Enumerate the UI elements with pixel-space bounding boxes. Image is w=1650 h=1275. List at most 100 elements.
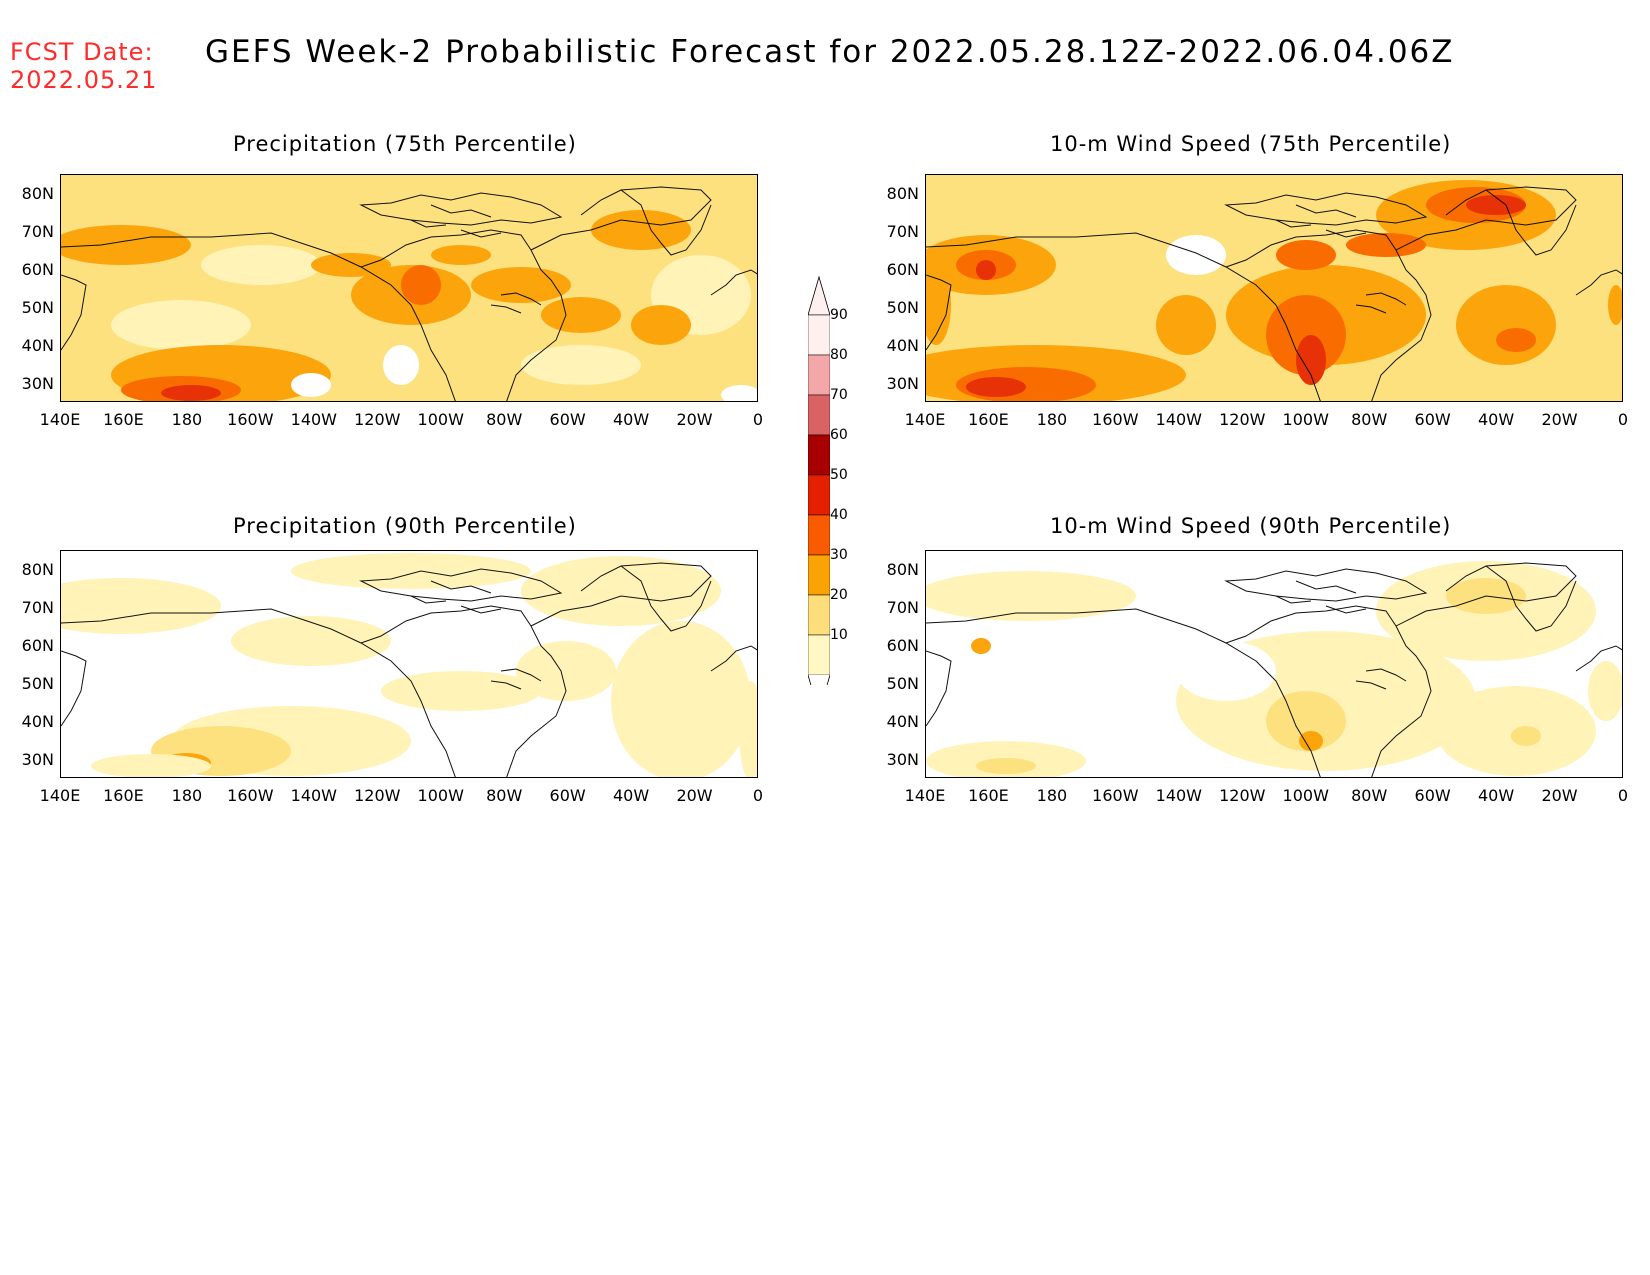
- map-precip-75: [60, 174, 758, 402]
- coastline: [620, 565, 712, 632]
- probability-contour: [521, 556, 721, 626]
- lon-tick-label: 0: [1617, 786, 1629, 805]
- colorbar-segment: [808, 634, 830, 676]
- lon-tick-label: 80W: [1351, 410, 1388, 429]
- lon-tick-label: 0: [752, 410, 764, 429]
- lon-tick-label: 160W: [1092, 410, 1139, 429]
- lon-tick-label: 0: [1617, 410, 1629, 429]
- forecast-date-label: FCST Date:: [10, 38, 154, 66]
- probability-contour: [231, 616, 391, 666]
- main-title: GEFS Week-2 Probabilistic Forecast for 2…: [205, 34, 1455, 70]
- panel-title-precip-90: Precipitation (90th Percentile): [233, 514, 577, 538]
- coastline: [1225, 229, 1432, 401]
- probability-contour: [721, 385, 757, 401]
- lon-tick-label: 80W: [486, 786, 523, 805]
- lon-tick-label: 160W: [227, 786, 274, 805]
- lon-tick-label: 40W: [1477, 410, 1515, 429]
- lon-tick-label: 20W: [1541, 410, 1578, 429]
- lat-tick-label: 80N: [886, 184, 919, 203]
- lon-tick-label: 40W: [1477, 786, 1515, 805]
- lon-tick-label: 0: [752, 786, 764, 805]
- probability-contour: [401, 265, 441, 305]
- lon-tick-label: 140W: [290, 786, 337, 805]
- map-field-svg: [61, 551, 757, 777]
- probability-contour: [521, 345, 641, 385]
- probability-contour: [541, 297, 621, 333]
- probability-contour: [431, 245, 491, 265]
- coastline: [360, 229, 567, 401]
- lon-tick-label: 180: [171, 410, 203, 429]
- colorbar-label: 20: [830, 587, 848, 603]
- coastline: [61, 608, 456, 777]
- lon-tick-label: 160E: [103, 786, 144, 805]
- coastline: [530, 186, 712, 251]
- lat-tick-label: 80N: [21, 184, 54, 203]
- probability-contour: [61, 578, 221, 634]
- lon-tick-label: 80W: [486, 410, 523, 429]
- lon-tick-label: 20W: [1541, 786, 1578, 805]
- lon-tick-label: 140W: [290, 410, 337, 429]
- coastline: [1395, 186, 1577, 251]
- lat-tick-label: 70N: [21, 598, 54, 617]
- lon-tick-label: 160W: [1092, 786, 1139, 805]
- coastline: [926, 274, 952, 351]
- colorbar-segment: [808, 594, 830, 636]
- probability-contour: [91, 754, 211, 777]
- map-precip-90: [60, 550, 758, 778]
- map-wind-90: [925, 550, 1623, 778]
- lat-tick-label: 80N: [886, 560, 919, 579]
- colorbar-label: 80: [830, 347, 848, 363]
- coastline: [1575, 645, 1622, 672]
- colorbar-segment: [808, 514, 830, 556]
- probability-contour: [1496, 328, 1536, 352]
- colorbar-label: 40: [830, 507, 848, 523]
- panel-title-precip-75: Precipitation (75th Percentile): [233, 132, 577, 156]
- lat-tick-label: 40N: [886, 712, 919, 731]
- coastline: [710, 269, 757, 296]
- probability-contour: [1266, 691, 1346, 751]
- probability-contour: [1276, 240, 1336, 270]
- lon-tick-label: 80W: [1351, 786, 1388, 805]
- lon-tick-label: 120W: [1219, 786, 1266, 805]
- lon-tick-label: 140W: [1155, 410, 1202, 429]
- panel-title-wind-90: 10-m Wind Speed (90th Percentile): [1050, 514, 1452, 538]
- coastline: [61, 274, 87, 351]
- lon-tick-label: 40W: [612, 786, 650, 805]
- probability-contour: [291, 373, 331, 397]
- probability-contour: [976, 260, 996, 280]
- lat-tick-label: 60N: [21, 260, 54, 279]
- probability-contour: [631, 305, 691, 345]
- probability-contour: [926, 265, 951, 345]
- map-field-svg: [926, 551, 1622, 777]
- lat-tick-label: 70N: [21, 222, 54, 241]
- colorbar-label: 60: [830, 427, 848, 443]
- probability-contour: [1588, 661, 1622, 721]
- probability-contour: [1456, 285, 1556, 365]
- colorbar-top-arrow: [808, 275, 830, 316]
- probability-contour: [591, 210, 691, 250]
- probability-contour: [1608, 285, 1622, 325]
- panel-title-wind-75: 10-m Wind Speed (75th Percentile): [1050, 132, 1452, 156]
- probability-contour: [381, 671, 541, 711]
- lat-tick-label: 30N: [21, 750, 54, 769]
- lat-tick-label: 30N: [21, 374, 54, 393]
- lon-tick-label: 40W: [612, 410, 650, 429]
- lat-tick-label: 50N: [886, 674, 919, 693]
- coastline: [490, 668, 542, 690]
- probability-contour: [1299, 731, 1323, 751]
- colorbar: [808, 275, 830, 685]
- coastline: [710, 645, 757, 672]
- lon-tick-label: 140E: [39, 410, 81, 429]
- coastline: [1275, 580, 1367, 614]
- lat-tick-label: 70N: [886, 598, 919, 617]
- forecast-date-block: FCST Date: 2022.05.21: [10, 38, 157, 94]
- lon-tick-label: 60W: [549, 410, 586, 429]
- lat-tick-label: 50N: [886, 298, 919, 317]
- colorbar-label: 10: [830, 627, 848, 643]
- probability-contour: [966, 377, 1026, 397]
- coastline: [1485, 565, 1577, 632]
- coastline: [1355, 668, 1407, 690]
- lat-tick-label: 40N: [21, 712, 54, 731]
- lon-tick-label: 20W: [676, 786, 713, 805]
- coastline: [530, 562, 712, 627]
